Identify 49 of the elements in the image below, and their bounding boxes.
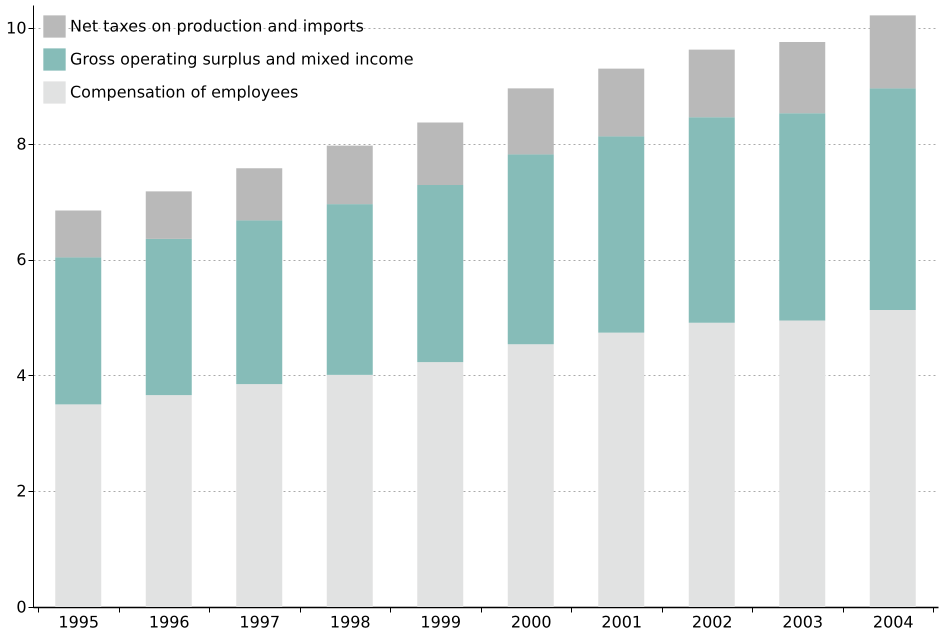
- bar: [870, 310, 916, 607]
- legend-label: Gross operating surplus and mixed income: [70, 50, 414, 68]
- bar: [870, 88, 916, 310]
- bar: [146, 238, 192, 396]
- bar: [236, 220, 282, 384]
- bar: [55, 210, 102, 258]
- bar: [870, 15, 916, 88]
- bar: [508, 154, 554, 344]
- x-tick-label: 1997: [239, 612, 280, 632]
- bar: [779, 113, 826, 320]
- bar: [55, 404, 102, 607]
- bar: [598, 332, 644, 607]
- x-tick-label: 1998: [330, 612, 371, 632]
- bar: [236, 384, 282, 607]
- x-tick-label: 2001: [601, 612, 642, 632]
- y-tick-label: 8: [16, 134, 26, 154]
- legend-label: Net taxes on production and imports: [70, 16, 364, 36]
- x-tick-label: 2000: [510, 612, 552, 632]
- bar: [326, 204, 373, 375]
- bar: [779, 320, 826, 607]
- x-tick-label: 1996: [148, 612, 190, 632]
- bar: [417, 362, 464, 607]
- y-tick-label: 0: [16, 598, 26, 616]
- bar: [326, 146, 373, 204]
- y-tick-label: 6: [16, 250, 26, 270]
- x-tick-label: 1999: [420, 612, 462, 632]
- bar: [688, 322, 735, 607]
- bar: [146, 395, 192, 607]
- bar: [508, 88, 554, 154]
- bar: [417, 122, 464, 186]
- bar: [326, 374, 373, 607]
- bar: [779, 42, 826, 114]
- y-tick-label: 2: [16, 482, 26, 501]
- x-tick-label: 2002: [692, 612, 733, 632]
- bar: [688, 50, 735, 118]
- y-tick-label: 10: [6, 18, 26, 38]
- y-tick-label: 4: [16, 366, 26, 385]
- bar: [508, 344, 554, 607]
- bar: [236, 168, 282, 220]
- bar: [688, 117, 735, 323]
- x-tick-label: 2003: [782, 612, 824, 632]
- x-tick-label: 2004: [872, 612, 914, 632]
- x-tick-label: 1995: [58, 612, 100, 632]
- bar: [598, 68, 644, 136]
- legend-label: Compensation of employees: [70, 82, 298, 102]
- bar: [55, 257, 102, 404]
- bar: [598, 136, 644, 333]
- bar: [417, 185, 464, 362]
- bar: [146, 191, 192, 239]
